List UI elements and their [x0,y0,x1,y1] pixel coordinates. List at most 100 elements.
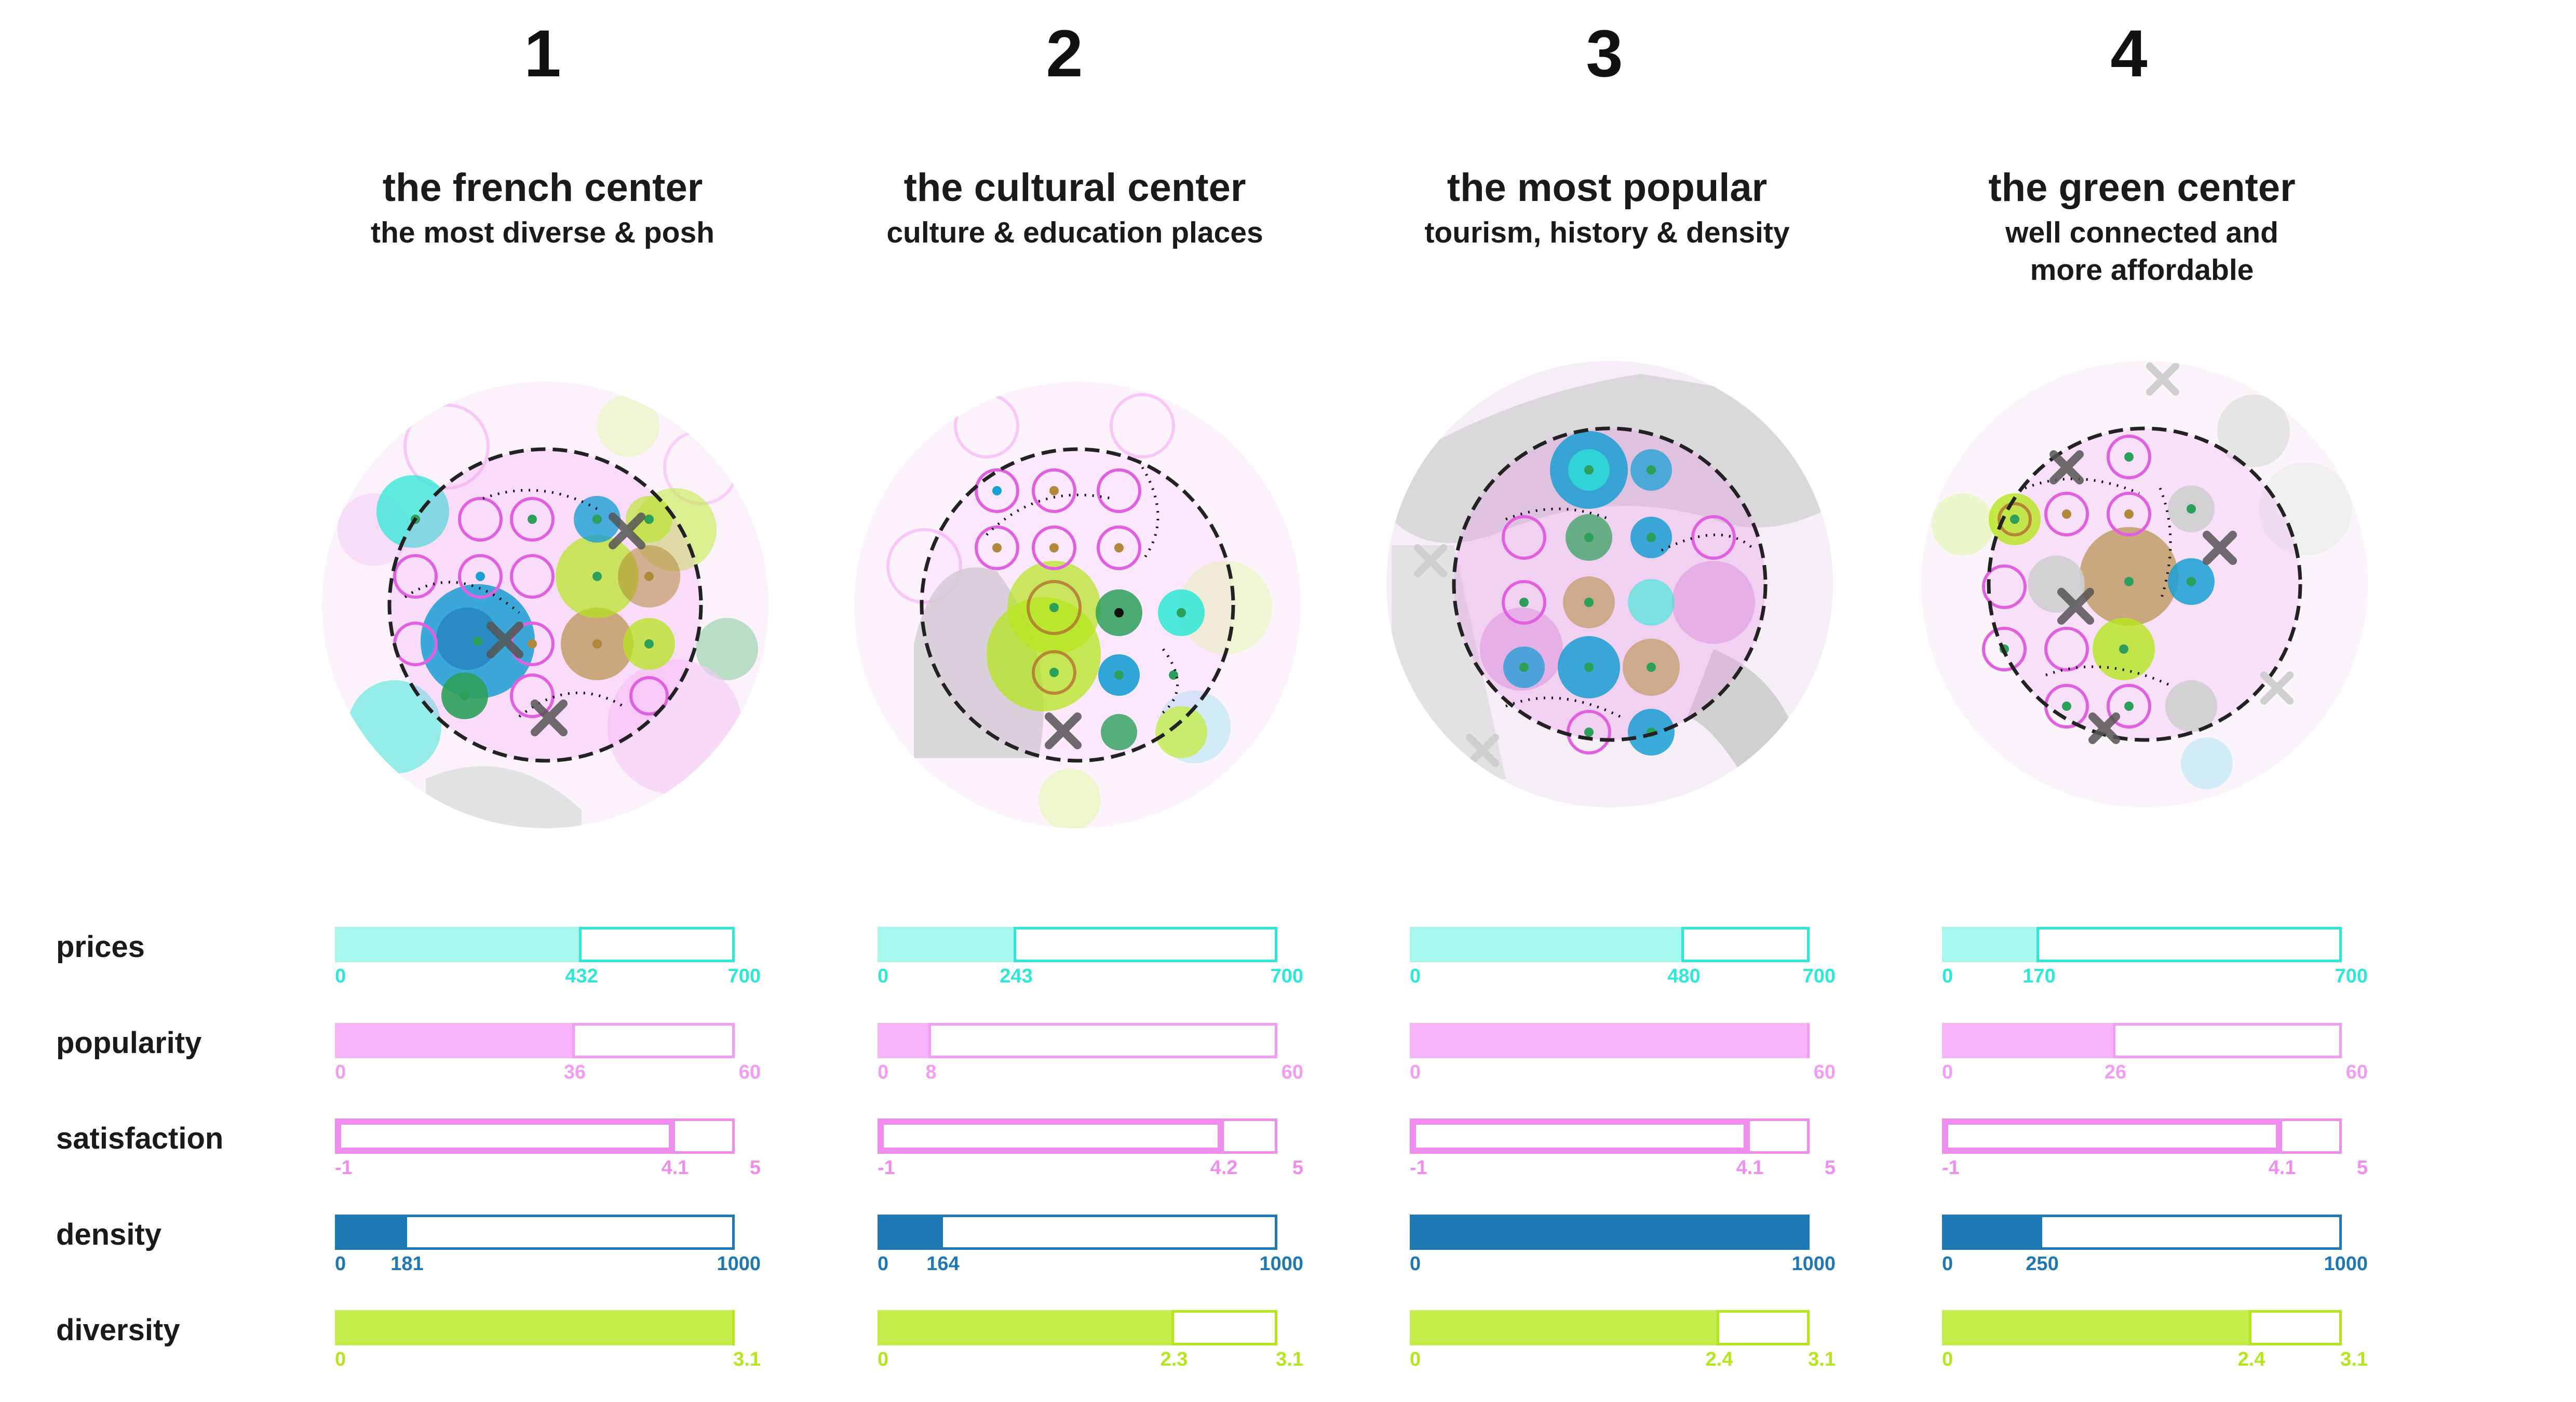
center-3-subtitle: tourism, history & density [1424,216,1790,249]
center-1-diversity-max-label: 3.1 [733,1349,761,1370]
center-1-popularity-max-label: 60 [738,1061,761,1083]
center-4-density-fill [1942,1215,2042,1250]
center-2-prices-fill [878,927,1016,962]
center-4-diversity-value-label: 2.4 [2237,1349,2265,1370]
row-label-diversity: diversity [56,1313,180,1347]
center-3-diversity-fill [1410,1310,1719,1345]
center-3-popularity-min-label: 0 [1410,1061,1421,1083]
center-4-density-max-label: 1000 [2324,1253,2368,1275]
row-label-satisfaction: satisfaction [56,1122,224,1155]
center-3-diversity-min-label: 0 [1410,1349,1421,1370]
center-4-density-value-label: 250 [2026,1253,2059,1275]
center-1-prices-fill [335,927,582,962]
center-1-popularity-fill [335,1023,575,1058]
center-1-subtitle: the most diverse & posh [371,216,714,249]
center-2-map [854,382,1301,828]
center-3-number: 3 [1586,17,1623,91]
center-2-popularity-value-label: 8 [925,1061,937,1083]
center-4-map [1921,361,2368,807]
row-label-prices: prices [56,930,145,964]
center-4-density-min-label: 0 [1942,1253,1953,1275]
center-1-diversity-fill [335,1310,735,1345]
center-3-title: the most popular [1447,166,1768,210]
center-3-popularity-fill [1410,1023,1810,1058]
center-2-prices-max-label: 700 [1270,965,1303,987]
center-4-diversity-min-label: 0 [1942,1349,1953,1370]
center-1-satisfaction-fill [335,1118,675,1154]
center-4-prices-min-label: 0 [1942,965,1953,987]
center-2-popularity-min-label: 0 [878,1061,889,1083]
center-3-density-fill [1410,1215,1810,1250]
center-1-prices-value-label: 432 [565,965,598,987]
center-3-popularity-max-label: 60 [1813,1061,1836,1083]
center-1-popularity-value-label: 36 [563,1061,586,1083]
center-4-subtitle: well connected and more affordable [2005,216,2278,287]
center-1-title: the french center [382,166,703,210]
center-3-map [1386,361,1833,807]
center-4-prices-value-label: 170 [2022,965,2056,987]
center-4-popularity-max-label: 60 [2345,1061,2368,1083]
center-3-satisfaction-max-label: 5 [1824,1157,1836,1179]
center-1-satisfaction-max-label: 5 [749,1157,761,1179]
center-2-diversity-min-label: 0 [878,1349,889,1370]
center-2-density-value-label: 164 [926,1253,960,1275]
center-4-popularity-fill [1942,1023,2115,1058]
center-1-number: 1 [524,17,561,91]
center-1-density-fill [335,1215,407,1250]
center-4-prices-max-label: 700 [2335,965,2368,987]
center-3-density-max-label: 1000 [1791,1253,1836,1275]
center-2-popularity-fill [878,1023,931,1058]
center-2-satisfaction-min-label: -1 [878,1157,895,1179]
center-4-satisfaction-min-label: -1 [1942,1157,1960,1179]
center-3-prices-fill [1410,927,1684,962]
center-3-prices-max-label: 700 [1802,965,1836,987]
center-2-diversity-value-label: 2.3 [1160,1349,1188,1370]
center-2-popularity-max-label: 60 [1281,1061,1303,1083]
center-4-satisfaction-fill [1942,1118,2282,1154]
center-3-satisfaction-fill [1410,1118,1750,1154]
row-label-density: density [56,1218,162,1251]
center-1-satisfaction-min-label: -1 [335,1157,353,1179]
center-3-diversity-value-label: 2.4 [1705,1349,1733,1370]
center-2-satisfaction-fill [878,1118,1224,1154]
center-2-diversity-fill [878,1310,1174,1345]
center-2-density-max-label: 1000 [1259,1253,1303,1275]
center-4-popularity-value-label: 26 [2104,1061,2127,1083]
center-2-prices-min-label: 0 [878,965,889,987]
center-4-diversity-max-label: 3.1 [2340,1349,2368,1370]
center-2-number: 2 [1046,17,1083,91]
center-3-prices-value-label: 480 [1667,965,1701,987]
center-1-map [322,382,768,828]
center-2-satisfaction-value-label: 4.2 [1210,1157,1238,1179]
center-2-density-min-label: 0 [878,1253,889,1275]
center-2-subtitle: culture & education places [886,216,1263,249]
center-1-density-min-label: 0 [335,1253,346,1275]
center-2-satisfaction-max-label: 5 [1292,1157,1303,1179]
center-1-density-value-label: 181 [390,1253,424,1275]
center-2-diversity-max-label: 3.1 [1276,1349,1303,1370]
center-2-density-bar [878,1215,1277,1250]
center-1-prices-max-label: 700 [727,965,761,987]
center-4-prices-fill [1942,927,2039,962]
center-2-prices-value-label: 243 [1000,965,1033,987]
center-2-popularity-bar [878,1023,1277,1058]
center-3-satisfaction-min-label: -1 [1410,1157,1427,1179]
center-1-diversity-min-label: 0 [335,1349,346,1370]
center-3-prices-min-label: 0 [1410,965,1421,987]
center-3-satisfaction-value-label: 4.1 [1736,1157,1764,1179]
center-1-density-max-label: 1000 [717,1253,761,1275]
center-2-title: the cultural center [903,166,1246,210]
center-4-number: 4 [2110,17,2148,91]
center-4-satisfaction-value-label: 4.1 [2268,1157,2296,1179]
center-4-popularity-min-label: 0 [1942,1061,1953,1083]
center-1-prices-min-label: 0 [335,965,346,987]
center-4-satisfaction-max-label: 5 [2356,1157,2368,1179]
center-3-density-min-label: 0 [1410,1253,1421,1275]
center-2-density-fill [878,1215,943,1250]
center-1-popularity-min-label: 0 [335,1061,346,1083]
center-4-title: the green center [1988,166,2296,210]
row-label-popularity: popularity [56,1026,202,1060]
center-3-diversity-max-label: 3.1 [1808,1349,1836,1370]
